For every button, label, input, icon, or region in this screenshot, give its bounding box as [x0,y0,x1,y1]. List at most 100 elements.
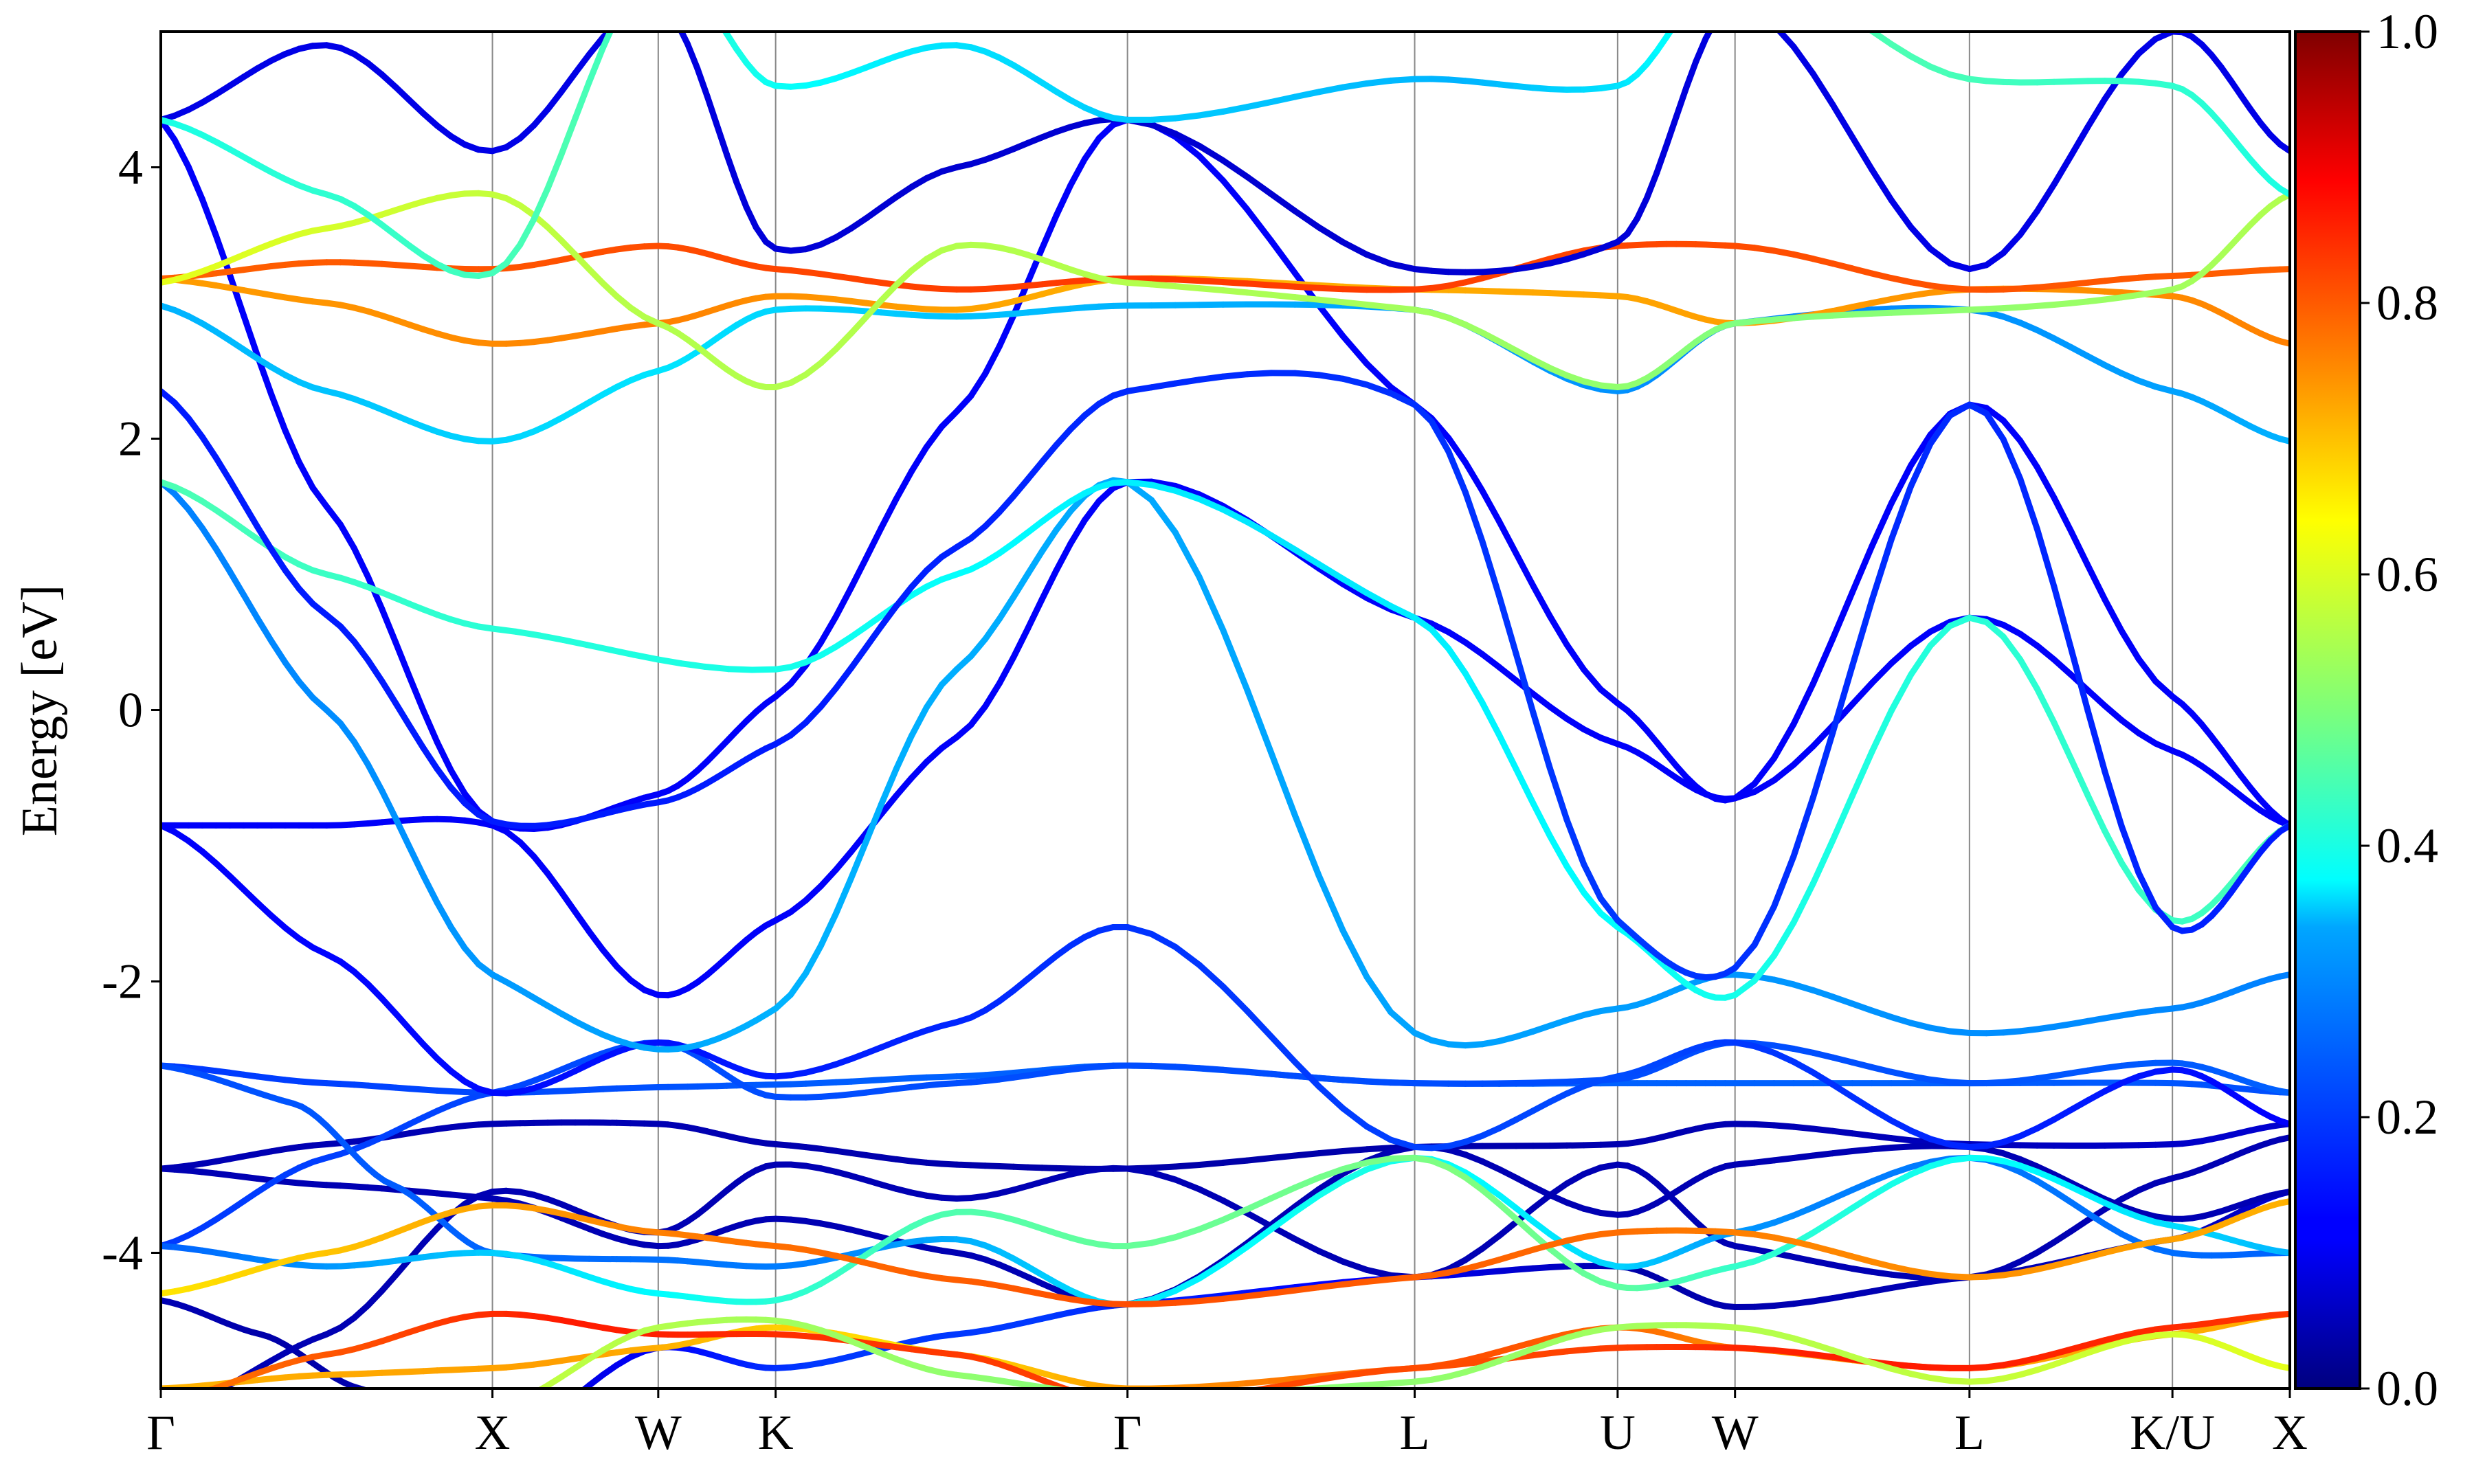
band-segment [227,873,247,893]
band-segment [1363,1266,1394,1279]
band-segment [2102,1221,2125,1237]
band-segment [2000,622,2024,638]
band-segment [1496,1201,1519,1222]
band-segment [1082,497,1102,524]
band-segment [437,1417,448,1419]
band-segment [1010,475,1032,499]
band-segment [1268,532,1298,553]
band-segment [953,392,974,415]
band-segment [1172,482,1203,498]
band-segment [1291,1150,1322,1159]
band-segment [1888,642,1915,666]
band-segment [241,500,261,530]
band-segment [1363,381,1394,396]
band-segment [1849,1266,1875,1275]
band-segment [1546,765,1570,823]
band-segment [1291,294,1322,303]
band-segment [1172,1226,1203,1241]
band-segment [1462,1169,1486,1187]
band-segment [1908,1162,1934,1178]
band-segment [2051,1176,2074,1190]
band-segment [558,889,579,915]
band-segment [1496,518,1519,557]
band-segment [1908,1362,1934,1371]
band-segment [2068,1199,2091,1217]
band-segment [1196,108,1227,119]
band-segment [1196,285,1227,294]
band-segment [1732,243,1758,251]
band-segment [188,1400,202,1406]
band-segment [1244,1195,1275,1213]
band-segment [1244,370,1275,378]
band-segment [1751,1219,1777,1232]
band-segment [1908,1158,1934,1171]
band-segment [1172,131,1203,149]
band-segment [392,1010,413,1033]
band-segment [1754,10,1774,25]
band-segment [1196,1216,1227,1233]
band-segment [1244,1155,1275,1164]
band-segment [392,639,413,680]
band-segment [1363,1367,1394,1376]
band-segment [1683,58,1700,91]
band-segment [1445,448,1469,496]
band-segment [1927,282,1953,291]
band-segment [531,185,551,223]
band-segment [2102,827,2125,866]
k-point-label: X [475,1405,511,1460]
band-segment [2017,207,2040,238]
band-segment [1546,1246,1570,1266]
band-segment [1315,302,1346,309]
band-segment [1771,247,1797,258]
band-segment [996,493,1017,515]
band-segment [1268,1284,1298,1294]
band-segment [1732,971,1758,980]
band-segment [1148,930,1179,950]
band-segment [2135,869,2159,911]
band-segment [1869,660,1895,686]
band-segment [1751,952,1777,984]
colorbar-tick-label: 0.4 [2376,818,2438,873]
band-segment [1546,1180,1570,1199]
band-segment [1983,410,2007,442]
band-segment [1339,1105,1370,1130]
band-segment [668,10,678,24]
band-segment [420,1225,441,1247]
band-segment [426,1419,437,1421]
band-segment [702,663,732,673]
band-segment [1315,1281,1346,1291]
band-segment [1268,1070,1298,1079]
band-segment [503,241,524,267]
band-segment [309,484,330,510]
band-segment [254,899,275,919]
band-segment [1172,276,1203,284]
band-segment [1315,873,1346,934]
band-segment [725,666,755,673]
band-segment [1513,1205,1537,1225]
band-1 [161,1119,2290,1172]
band-segment [1809,312,1836,320]
band-segment [1291,207,1322,231]
band-segment [1849,310,1875,318]
band-segment [982,616,1003,642]
band-segment [1148,115,1179,123]
band-segment [1869,1268,1895,1278]
band-segment [1771,1241,1797,1257]
band-segment [1888,1135,1915,1144]
band-segment [1833,3,1853,17]
band-segment [1244,1378,1275,1386]
band-segment [1563,715,1587,732]
band-segment [1869,32,1895,47]
band-segment [1829,311,1855,319]
band-segment [1644,170,1660,201]
band-segment [1888,196,1915,231]
band-segment [1927,1270,1953,1280]
band-segment [171,399,192,422]
band-segment [1927,1157,1953,1169]
band-segment [1927,1136,1953,1148]
band-segment [1196,142,1227,164]
band-segment [1888,1263,1915,1274]
band-segment [1220,627,1251,693]
band-segment [1771,1301,1797,1309]
band-segment [908,758,930,781]
